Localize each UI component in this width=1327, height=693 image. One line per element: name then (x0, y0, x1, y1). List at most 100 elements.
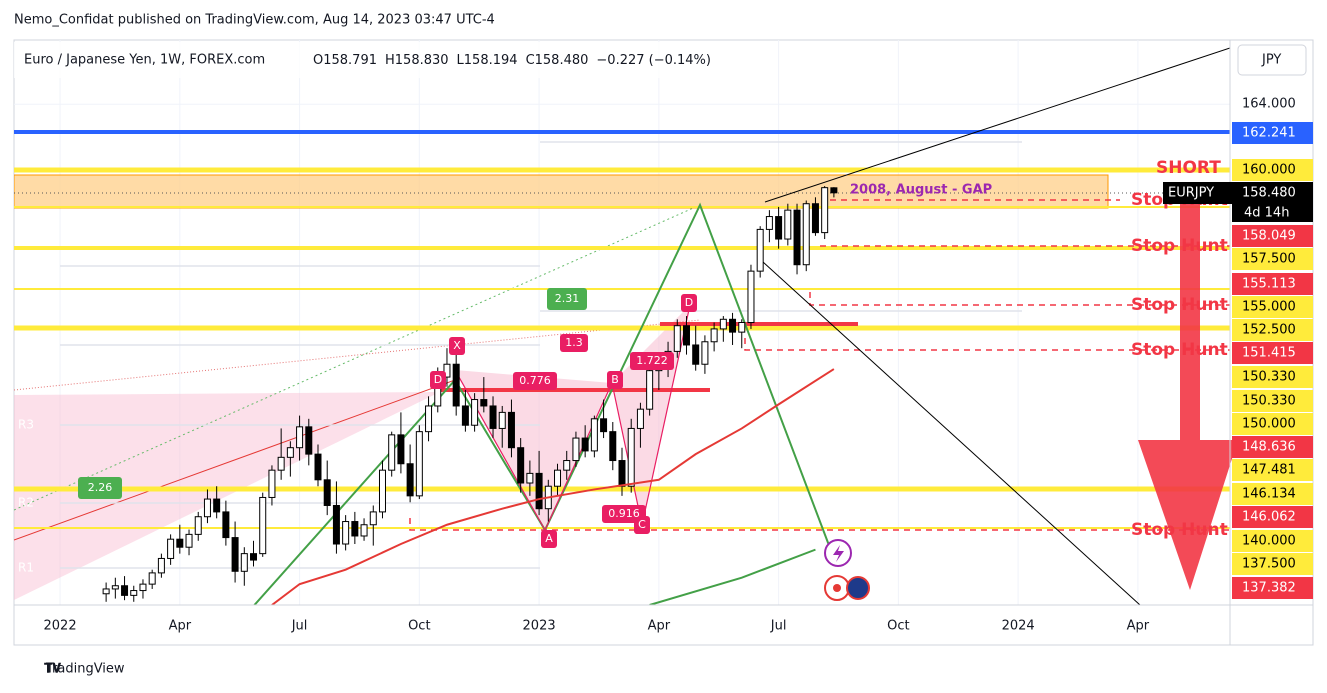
ratio-label: 0.776 (519, 374, 551, 387)
x-tick-label: 2022 (44, 619, 77, 634)
pivot-label: R5 (18, 259, 34, 273)
pivot-label: R2 (501, 135, 517, 149)
price-box (1232, 296, 1313, 318)
candle-body (425, 405, 433, 433)
pattern-line (14, 204, 701, 511)
ratio-box (78, 477, 122, 499)
ratio-box (547, 288, 587, 310)
candle-body (167, 538, 175, 559)
price-box (1232, 436, 1313, 458)
pivot-label: R4 (18, 338, 34, 352)
price-box (1232, 390, 1313, 412)
stop-label: Stop Hunt (1131, 236, 1228, 256)
pattern-line (14, 379, 456, 541)
price-box (1232, 413, 1313, 435)
candle-body (609, 431, 617, 462)
stop-label: Stop Hunt (1131, 295, 1228, 315)
price-label: 160.000 (1242, 163, 1296, 178)
event-icon[interactable] (846, 576, 870, 600)
price-label: 150.330 (1242, 370, 1296, 385)
candle-body (489, 405, 497, 429)
price-box (1232, 577, 1313, 599)
pivot-label: R1 (18, 561, 34, 575)
x-tick-label: Jul (291, 619, 308, 634)
ohlc-value: C158.480 (526, 53, 589, 68)
price-label: 137.500 (1242, 557, 1296, 572)
x-tick-label: Apr (1127, 619, 1150, 634)
point-label: P (510, 516, 517, 529)
price-box (1232, 366, 1313, 388)
x-tick-label: 2023 (523, 619, 556, 634)
candle-body (461, 405, 469, 426)
x-tick-label: Jul (770, 619, 787, 634)
point-label: A (545, 532, 553, 545)
candle-body (176, 538, 184, 548)
candle-body (314, 453, 322, 481)
currency-button[interactable] (1237, 44, 1307, 76)
point-boxes (430, 294, 697, 548)
candle-body (360, 524, 368, 537)
y-tick-label: 164.000 (1242, 97, 1296, 112)
arrow (1138, 195, 1238, 590)
pivot-label: R1 (501, 304, 517, 318)
gap-zone (14, 174, 1109, 209)
price-label: 150.330 (1242, 394, 1296, 409)
price-label: 155.113 (1242, 277, 1296, 292)
price-box (1232, 225, 1313, 247)
candle-body (646, 370, 654, 410)
candle-body (443, 363, 451, 378)
point-label: D (434, 373, 442, 386)
x-tick-label: Apr (169, 619, 192, 634)
candle-body (240, 553, 248, 572)
candle-body (572, 437, 580, 462)
price-label: 140.000 (1242, 534, 1296, 549)
candle-body (811, 203, 819, 234)
x-tick-label: Oct (408, 619, 430, 634)
candle-body (259, 496, 267, 555)
candle-body (231, 537, 239, 572)
countdown: 4d 14h (1244, 206, 1289, 221)
candle-body (351, 521, 359, 537)
candle-body (673, 325, 681, 352)
candle-body (305, 426, 313, 455)
candle-body (784, 209, 792, 240)
candle-body (250, 553, 258, 561)
price-label: 137.382 (1242, 581, 1296, 596)
symbol: EURJPY (1168, 186, 1214, 201)
price-label: 146.134 (1242, 487, 1296, 502)
candle-body (369, 511, 377, 526)
price-label: 157.500 (1242, 252, 1296, 267)
pivot-label: R3 (18, 418, 34, 432)
price-label: 158.480 (1242, 186, 1296, 201)
candle-body (121, 585, 129, 596)
candle-body (130, 590, 138, 596)
pattern-line (14, 319, 701, 391)
price-box (1232, 530, 1313, 552)
candle-body (747, 270, 755, 323)
candle-body (517, 447, 525, 484)
candle-body (203, 498, 211, 518)
candle-body (111, 585, 119, 590)
price-box (1232, 319, 1313, 341)
price-label: 155.000 (1242, 300, 1296, 315)
candle-body (526, 472, 534, 484)
candle-body (802, 203, 810, 266)
candle-body (507, 411, 515, 449)
candle-body (286, 447, 294, 458)
candle-body (342, 521, 350, 545)
price-label: 162.241 (1242, 126, 1296, 141)
candle-body (194, 516, 202, 535)
price-box (1163, 182, 1313, 204)
candle-body (222, 511, 230, 539)
short-label: SHORT (1156, 158, 1221, 178)
price-box (1232, 483, 1313, 505)
point-label: X (453, 339, 461, 352)
price-label: 150.000 (1242, 417, 1296, 432)
price-box (1232, 553, 1313, 575)
candle-body (738, 322, 746, 333)
candle-body (793, 209, 801, 266)
countdown-box (1232, 204, 1313, 222)
candle-body (480, 399, 488, 407)
price-box (1232, 122, 1313, 144)
candle-body (148, 572, 156, 585)
